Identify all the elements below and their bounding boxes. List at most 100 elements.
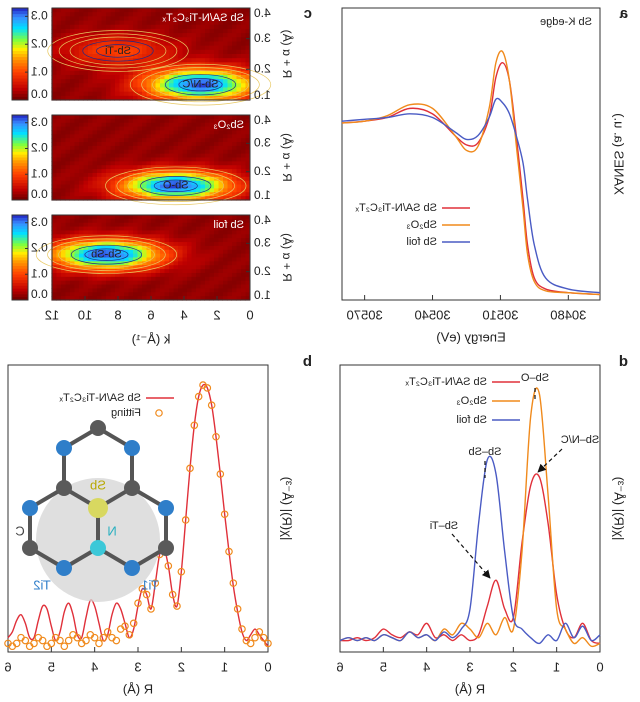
heat-cell (227, 58, 232, 63)
heat-cell (209, 50, 214, 55)
heat-cell (186, 269, 191, 273)
heat-cell (209, 246, 214, 250)
heat-cell (159, 285, 164, 289)
heat-cell (245, 8, 250, 13)
y-tick-label: 2.0 (254, 264, 271, 278)
heat-cell (128, 142, 133, 146)
heat-cell (227, 25, 232, 30)
heat-cell (150, 21, 155, 26)
heat-cell (173, 29, 178, 34)
heat-cell (195, 146, 200, 150)
colorbar-cell (12, 39, 28, 43)
heat-cell (204, 250, 209, 254)
heat-cell (177, 158, 182, 162)
heat-cell (227, 142, 232, 146)
heat-cell (168, 146, 173, 150)
heat-cell (123, 219, 128, 223)
heat-cell (56, 161, 61, 165)
y-axis-title: R + α (Å) (280, 133, 295, 182)
heat-cell (159, 87, 164, 92)
heat-cell (168, 165, 173, 169)
heat-cell (218, 273, 223, 277)
heat-cell (65, 161, 70, 165)
heat-cell (69, 134, 74, 138)
heat-cell (137, 281, 142, 285)
heat-cell (60, 223, 65, 227)
heat-cell (110, 75, 115, 80)
heat-cell (191, 154, 196, 158)
heat-cell (78, 130, 83, 134)
heat-cell (155, 277, 160, 281)
heat-cell (60, 277, 65, 281)
heat-cell (110, 83, 115, 88)
heat-cell (182, 134, 187, 138)
heat-cell (231, 158, 236, 162)
heat-cell (177, 269, 182, 273)
heat-cell (209, 277, 214, 281)
heat-cell (83, 119, 88, 123)
heat-cell (110, 25, 115, 30)
heat-cell (222, 150, 227, 154)
heat-cell (186, 246, 191, 250)
y-tick-label: 4.0 (254, 6, 271, 20)
heat-cell (65, 54, 70, 59)
heat-cell (195, 234, 200, 238)
heat-cell (83, 150, 88, 154)
heat-cell (164, 227, 169, 231)
heat-cell (96, 62, 101, 67)
heat-cell (186, 223, 191, 227)
heat-cell (209, 285, 214, 289)
heat-cell (218, 150, 223, 154)
heat-cell (114, 169, 119, 173)
x-tick-label: 2 (213, 307, 220, 322)
heat-cell (123, 146, 128, 150)
heat-cell (123, 285, 128, 289)
heat-cell (236, 246, 241, 250)
heat-cell (74, 165, 79, 169)
x-tick-label: 4 (91, 659, 98, 674)
heat-cell (182, 227, 187, 231)
heat-cell (168, 46, 173, 51)
heat-cell (155, 254, 160, 258)
colorbar-tick-label: 0.3 (31, 115, 48, 129)
heat-cell (173, 123, 178, 127)
heat-cell (96, 269, 101, 273)
heat-cell (213, 37, 218, 42)
heat-cell (83, 169, 88, 173)
heat-cell (101, 87, 106, 92)
heat-cell (186, 292, 191, 296)
heat-cell (186, 150, 191, 154)
heat-cell (182, 138, 187, 142)
heat-cell (191, 215, 196, 219)
heat-cell (87, 273, 92, 277)
heat-cell (177, 138, 182, 142)
heat-cell (164, 158, 169, 162)
heat-cell (78, 119, 83, 123)
heat-cell (101, 142, 106, 146)
heat-cell (173, 130, 178, 134)
heat-cell (87, 79, 92, 84)
heat-cell (245, 154, 250, 158)
heat-cell (177, 277, 182, 281)
heat-cell (218, 158, 223, 162)
heat-cell (231, 177, 236, 181)
heat-cell (128, 154, 133, 158)
heat-cell (132, 79, 137, 84)
heat-cell (60, 71, 65, 76)
heat-cell (60, 67, 65, 72)
heat-cell (213, 138, 218, 142)
heat-cell (74, 25, 79, 30)
heat-cell (200, 288, 205, 292)
heat-cell (92, 234, 97, 238)
heat-cell (114, 115, 119, 119)
heat-cell (101, 138, 106, 142)
heat-cell (83, 277, 88, 281)
heat-cell (240, 246, 245, 250)
heat-cell (60, 87, 65, 92)
heat-cell (83, 142, 88, 146)
heat-cell (150, 142, 155, 146)
heat-cell (105, 119, 110, 123)
heat-cell (209, 242, 214, 246)
heat-cell (119, 281, 124, 285)
heat-cell (74, 173, 79, 177)
